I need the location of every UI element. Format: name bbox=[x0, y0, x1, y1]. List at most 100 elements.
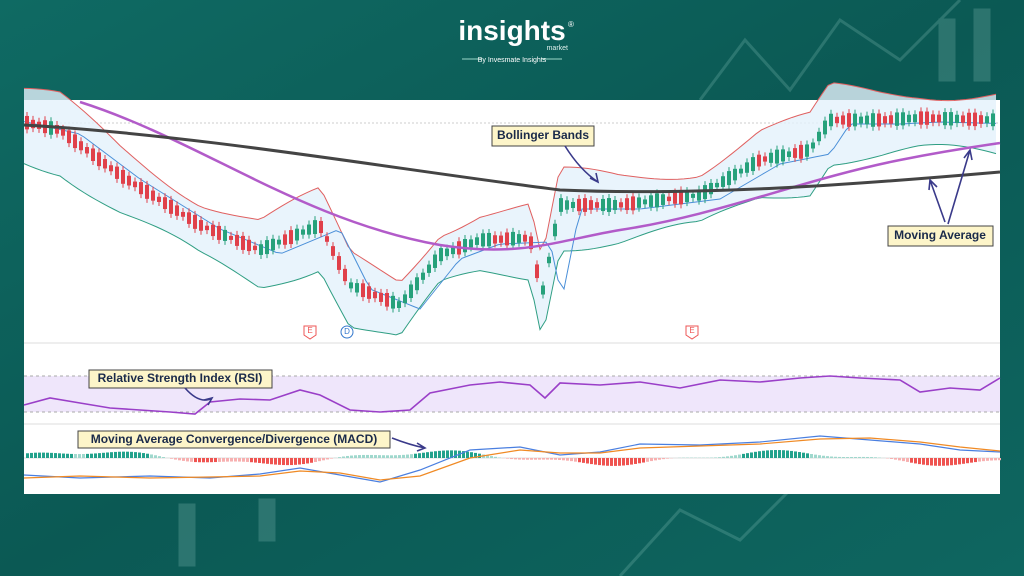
candle-body bbox=[739, 168, 743, 174]
macd-histogram bbox=[90, 453, 93, 458]
candle-body bbox=[535, 264, 539, 279]
macd-histogram bbox=[526, 458, 529, 460]
macd-histogram bbox=[374, 455, 377, 458]
candle-body bbox=[583, 198, 587, 212]
macd-histogram bbox=[442, 450, 445, 458]
candle-body bbox=[937, 114, 941, 123]
candle-body bbox=[133, 181, 137, 188]
macd-histogram bbox=[862, 456, 865, 458]
macd-histogram bbox=[130, 451, 133, 458]
macd-histogram bbox=[118, 451, 121, 458]
candle-body bbox=[901, 112, 905, 126]
candle-body bbox=[451, 246, 455, 255]
bollinger-basis bbox=[23, 121, 997, 310]
candle-body bbox=[241, 235, 245, 250]
macd-histogram bbox=[394, 455, 397, 458]
macd-histogram bbox=[762, 450, 765, 458]
macd-histogram bbox=[814, 454, 817, 458]
macd-histogram bbox=[86, 453, 89, 458]
candle-body bbox=[247, 239, 251, 252]
macd-histogram bbox=[114, 451, 117, 458]
macd-histogram bbox=[158, 456, 161, 458]
candle-body bbox=[409, 284, 413, 299]
macd-histogram bbox=[974, 458, 977, 463]
macd-histogram bbox=[290, 458, 293, 466]
macd-histogram bbox=[826, 456, 829, 458]
candle-body bbox=[301, 229, 305, 235]
candle-body bbox=[655, 193, 659, 208]
candle-body bbox=[259, 244, 263, 255]
candle-body bbox=[979, 115, 983, 124]
candle-body bbox=[727, 171, 731, 186]
macd-histogram bbox=[138, 452, 141, 458]
macd-histogram bbox=[206, 458, 209, 463]
macd-histogram bbox=[598, 458, 601, 466]
bollinger-lower bbox=[23, 144, 997, 336]
macd-histogram bbox=[222, 458, 225, 462]
candle-body bbox=[313, 220, 317, 235]
macd-histogram bbox=[402, 454, 405, 458]
candle-body bbox=[481, 233, 485, 247]
macd-histogram bbox=[434, 451, 437, 458]
candle-body bbox=[931, 114, 935, 123]
macd-histogram bbox=[370, 454, 373, 458]
bollinger-fill bbox=[24, 82, 996, 335]
macd-histogram bbox=[362, 454, 365, 458]
candle-body bbox=[163, 197, 167, 210]
macd-histogram bbox=[382, 455, 385, 458]
macd-histogram bbox=[478, 453, 481, 458]
macd-histogram bbox=[562, 458, 565, 461]
macd-histogram bbox=[282, 458, 285, 466]
macd-histogram bbox=[150, 454, 153, 458]
candle-body bbox=[427, 264, 431, 273]
annotation: Moving Average Convergence/Divergence (M… bbox=[91, 432, 378, 446]
macd-histogram bbox=[34, 452, 37, 458]
annotation-box bbox=[77, 430, 391, 449]
macd-histogram bbox=[214, 458, 217, 463]
candle-body bbox=[607, 198, 611, 212]
candle-body bbox=[229, 235, 233, 240]
candle-body bbox=[781, 149, 785, 162]
macd-histogram bbox=[834, 456, 837, 458]
candle-body bbox=[271, 238, 275, 251]
macd-histogram bbox=[398, 455, 401, 458]
candle-body bbox=[85, 147, 89, 154]
macd-pane bbox=[24, 450, 1001, 466]
macd-histogram bbox=[54, 453, 57, 458]
candle-body bbox=[691, 193, 695, 198]
macd-histogram bbox=[910, 458, 913, 463]
candle-body bbox=[505, 232, 509, 246]
candle-body bbox=[637, 197, 641, 208]
candle-body bbox=[283, 234, 287, 245]
background-decor bbox=[178, 0, 991, 576]
candle-body bbox=[433, 254, 437, 268]
macd-histogram bbox=[82, 454, 85, 458]
macd-histogram bbox=[230, 458, 233, 462]
candle-body bbox=[343, 268, 347, 282]
macd-histogram bbox=[718, 457, 721, 458]
macd-histogram bbox=[198, 458, 201, 463]
arrow bbox=[391, 437, 427, 452]
candle-body bbox=[421, 272, 425, 280]
macd-histogram bbox=[510, 458, 513, 460]
macd-histogram bbox=[950, 458, 953, 466]
candle-body bbox=[205, 225, 209, 231]
candle-body bbox=[697, 189, 701, 201]
macd-histogram bbox=[650, 458, 653, 462]
macd-histogram bbox=[450, 450, 453, 458]
macd-histogram bbox=[26, 453, 29, 458]
candle-body bbox=[391, 295, 395, 309]
macd-histogram bbox=[506, 458, 509, 459]
macd-histogram bbox=[850, 457, 853, 458]
candle-body bbox=[97, 152, 101, 167]
macd-histogram bbox=[406, 454, 409, 458]
candle-body bbox=[907, 114, 911, 123]
candle-body bbox=[511, 231, 515, 246]
macd-histogram bbox=[966, 458, 969, 464]
macd-histogram bbox=[890, 458, 893, 459]
macd-histogram bbox=[530, 458, 533, 460]
macd-histogram bbox=[294, 458, 297, 465]
macd-histogram bbox=[42, 452, 45, 458]
candle-body bbox=[307, 224, 311, 235]
